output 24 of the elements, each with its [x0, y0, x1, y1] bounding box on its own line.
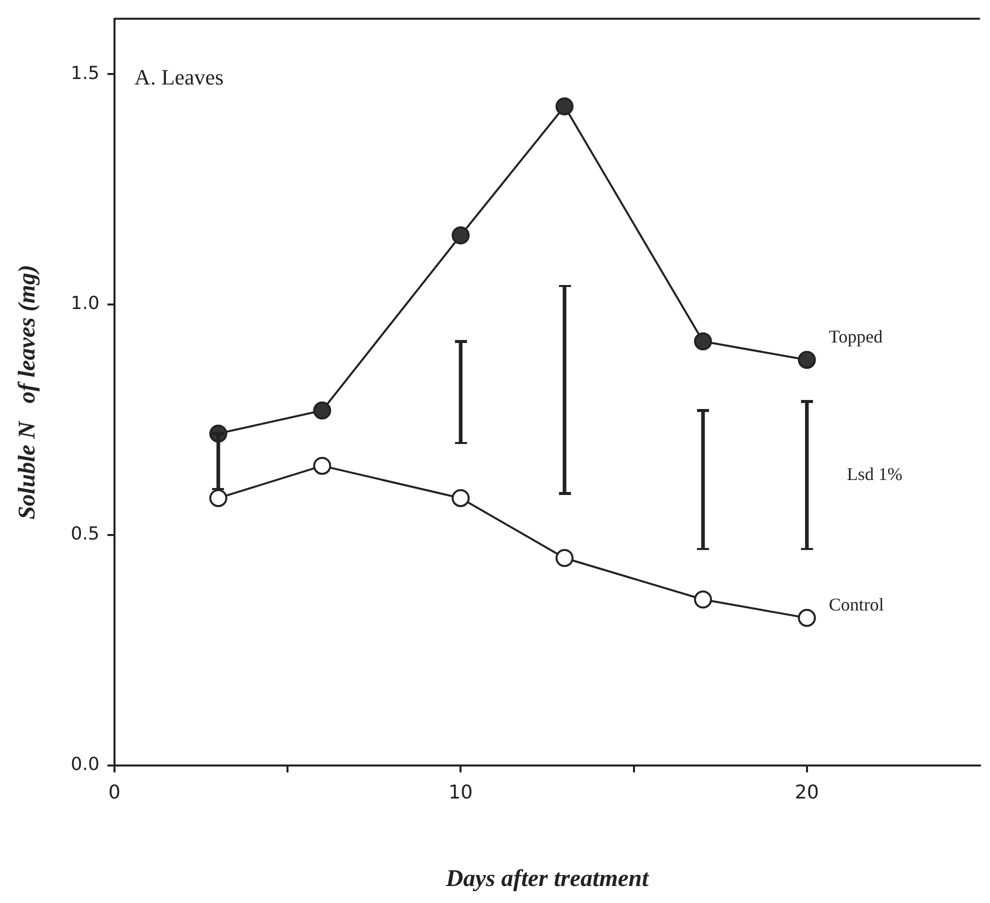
annotation: A. Leaves: [134, 64, 224, 90]
point: [556, 97, 574, 116]
point: [452, 226, 470, 244]
point: [313, 402, 332, 420]
point: [798, 608, 816, 627]
x-tick-label: 20: [794, 782, 819, 804]
x-axis-title: Days after treatment: [444, 866, 650, 892]
point: [694, 332, 712, 350]
point: [694, 590, 712, 608]
series-label: Control: [828, 594, 884, 615]
y-tick-label: 1.0: [70, 293, 100, 314]
x-tick-label: 0: [108, 782, 120, 804]
point: [452, 489, 470, 508]
y-axis-title: Soluble N of leaves (mg): [14, 264, 41, 520]
text: Lsd 1%: [846, 464, 902, 484]
point: [313, 456, 332, 475]
point: [556, 549, 574, 568]
y-tick-label: 0.0: [70, 754, 100, 776]
y-tick-label: 0.5: [70, 524, 100, 545]
point: [209, 489, 228, 508]
y-tick-label: 1.5: [70, 62, 100, 84]
point: [798, 350, 816, 369]
x-tick-label: 10: [448, 782, 473, 804]
series-label: Topped: [828, 326, 883, 347]
